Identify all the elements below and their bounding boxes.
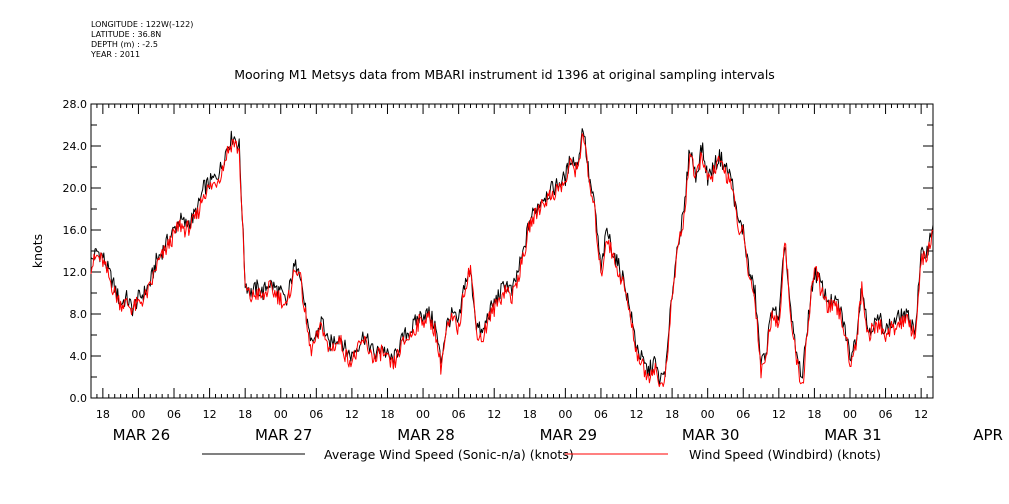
x-tick-label: 18 [807,408,821,421]
chart-title: Mooring M1 Metsys data from MBARI instru… [234,67,775,82]
x-tick-label: 06 [879,408,893,421]
y-tick-label: 12.0 [63,266,88,279]
y-tick-label: 28.0 [63,98,88,111]
plot-frame [90,103,934,399]
longitude-label: LONGITUDE : 122W(-122) [91,20,194,29]
legend: Average Wind Speed (Sonic-n/a) (knots) W… [202,447,881,462]
x-tick-label: 06 [736,408,750,421]
x-tick-label: 00 [416,408,430,421]
y-tick-label: 24.0 [63,140,88,153]
y-tick-label: 8.0 [70,308,88,321]
x-tick-label: 00 [701,408,715,421]
x-tick-labels: 18 00 06 12 18 00 06 12 18 00 06 12 18 00 06 12 18 00 06 12… [96,408,928,421]
x-tick-label: 06 [594,408,608,421]
x-day-label: MAR 27 [255,426,312,444]
x-day-label: MAR 31 [824,426,881,444]
x-day-label: APR 1 [973,426,1009,444]
y-tick-label: 0.0 [70,392,88,405]
legend-label-windbird: Wind Speed (Windbird) (knots) [689,447,881,462]
x-tick-label: 12 [487,408,501,421]
x-day-label: MAR 26 [113,426,170,444]
x-day-labels: MAR 26 MAR 27 MAR 28 MAR 29 MAR 30 MAR 31 APR … [113,426,1009,444]
y-tick-label: 16.0 [63,224,88,237]
x-tick-label: 00 [274,408,288,421]
x-day-label: MAR 30 [682,426,739,444]
x-tick-label: 12 [914,408,928,421]
x-tick-label: 12 [345,408,359,421]
legend-label-average-wind: Average Wind Speed (Sonic-n/a) (knots) [324,447,574,462]
latitude-label: LATITUDE : 36.8N [91,30,162,39]
depth-label: DEPTH (m) : -2.5 [91,40,158,49]
x-tick-label: 06 [452,408,466,421]
x-day-label: MAR 29 [540,426,597,444]
x-tick-label: 18 [523,408,537,421]
x-day-label: MAR 28 [397,426,454,444]
x-tick-label: 12 [203,408,217,421]
series-lines [90,128,934,388]
y-axis-label: knots [30,234,45,268]
x-tick-label: 18 [665,408,679,421]
metadata-block: LONGITUDE : 122W(-122) LATITUDE : 36.8N … [91,20,193,60]
y-tick-label: 20.0 [63,182,88,195]
x-tick-label: 00 [843,408,857,421]
x-tick-label: 00 [558,408,572,421]
series-line-average-wind-speed [90,128,934,386]
axis-ticks [90,103,934,399]
x-tick-label: 12 [772,408,786,421]
x-tick-label: 00 [131,408,145,421]
x-tick-label: 18 [238,408,252,421]
year-label: YEAR : 2011 [91,50,141,59]
y-tick-label: 4.0 [70,350,88,363]
x-tick-label: 12 [630,408,644,421]
x-tick-label: 06 [167,408,181,421]
x-tick-label: 06 [309,408,323,421]
y-tick-labels: 0.0 4.0 8.0 12.0 16.0 20.0 24.0 28.0 [63,98,88,405]
x-tick-label: 18 [96,408,110,421]
series-line-windbird-speed [90,133,934,388]
x-tick-label: 18 [380,408,394,421]
